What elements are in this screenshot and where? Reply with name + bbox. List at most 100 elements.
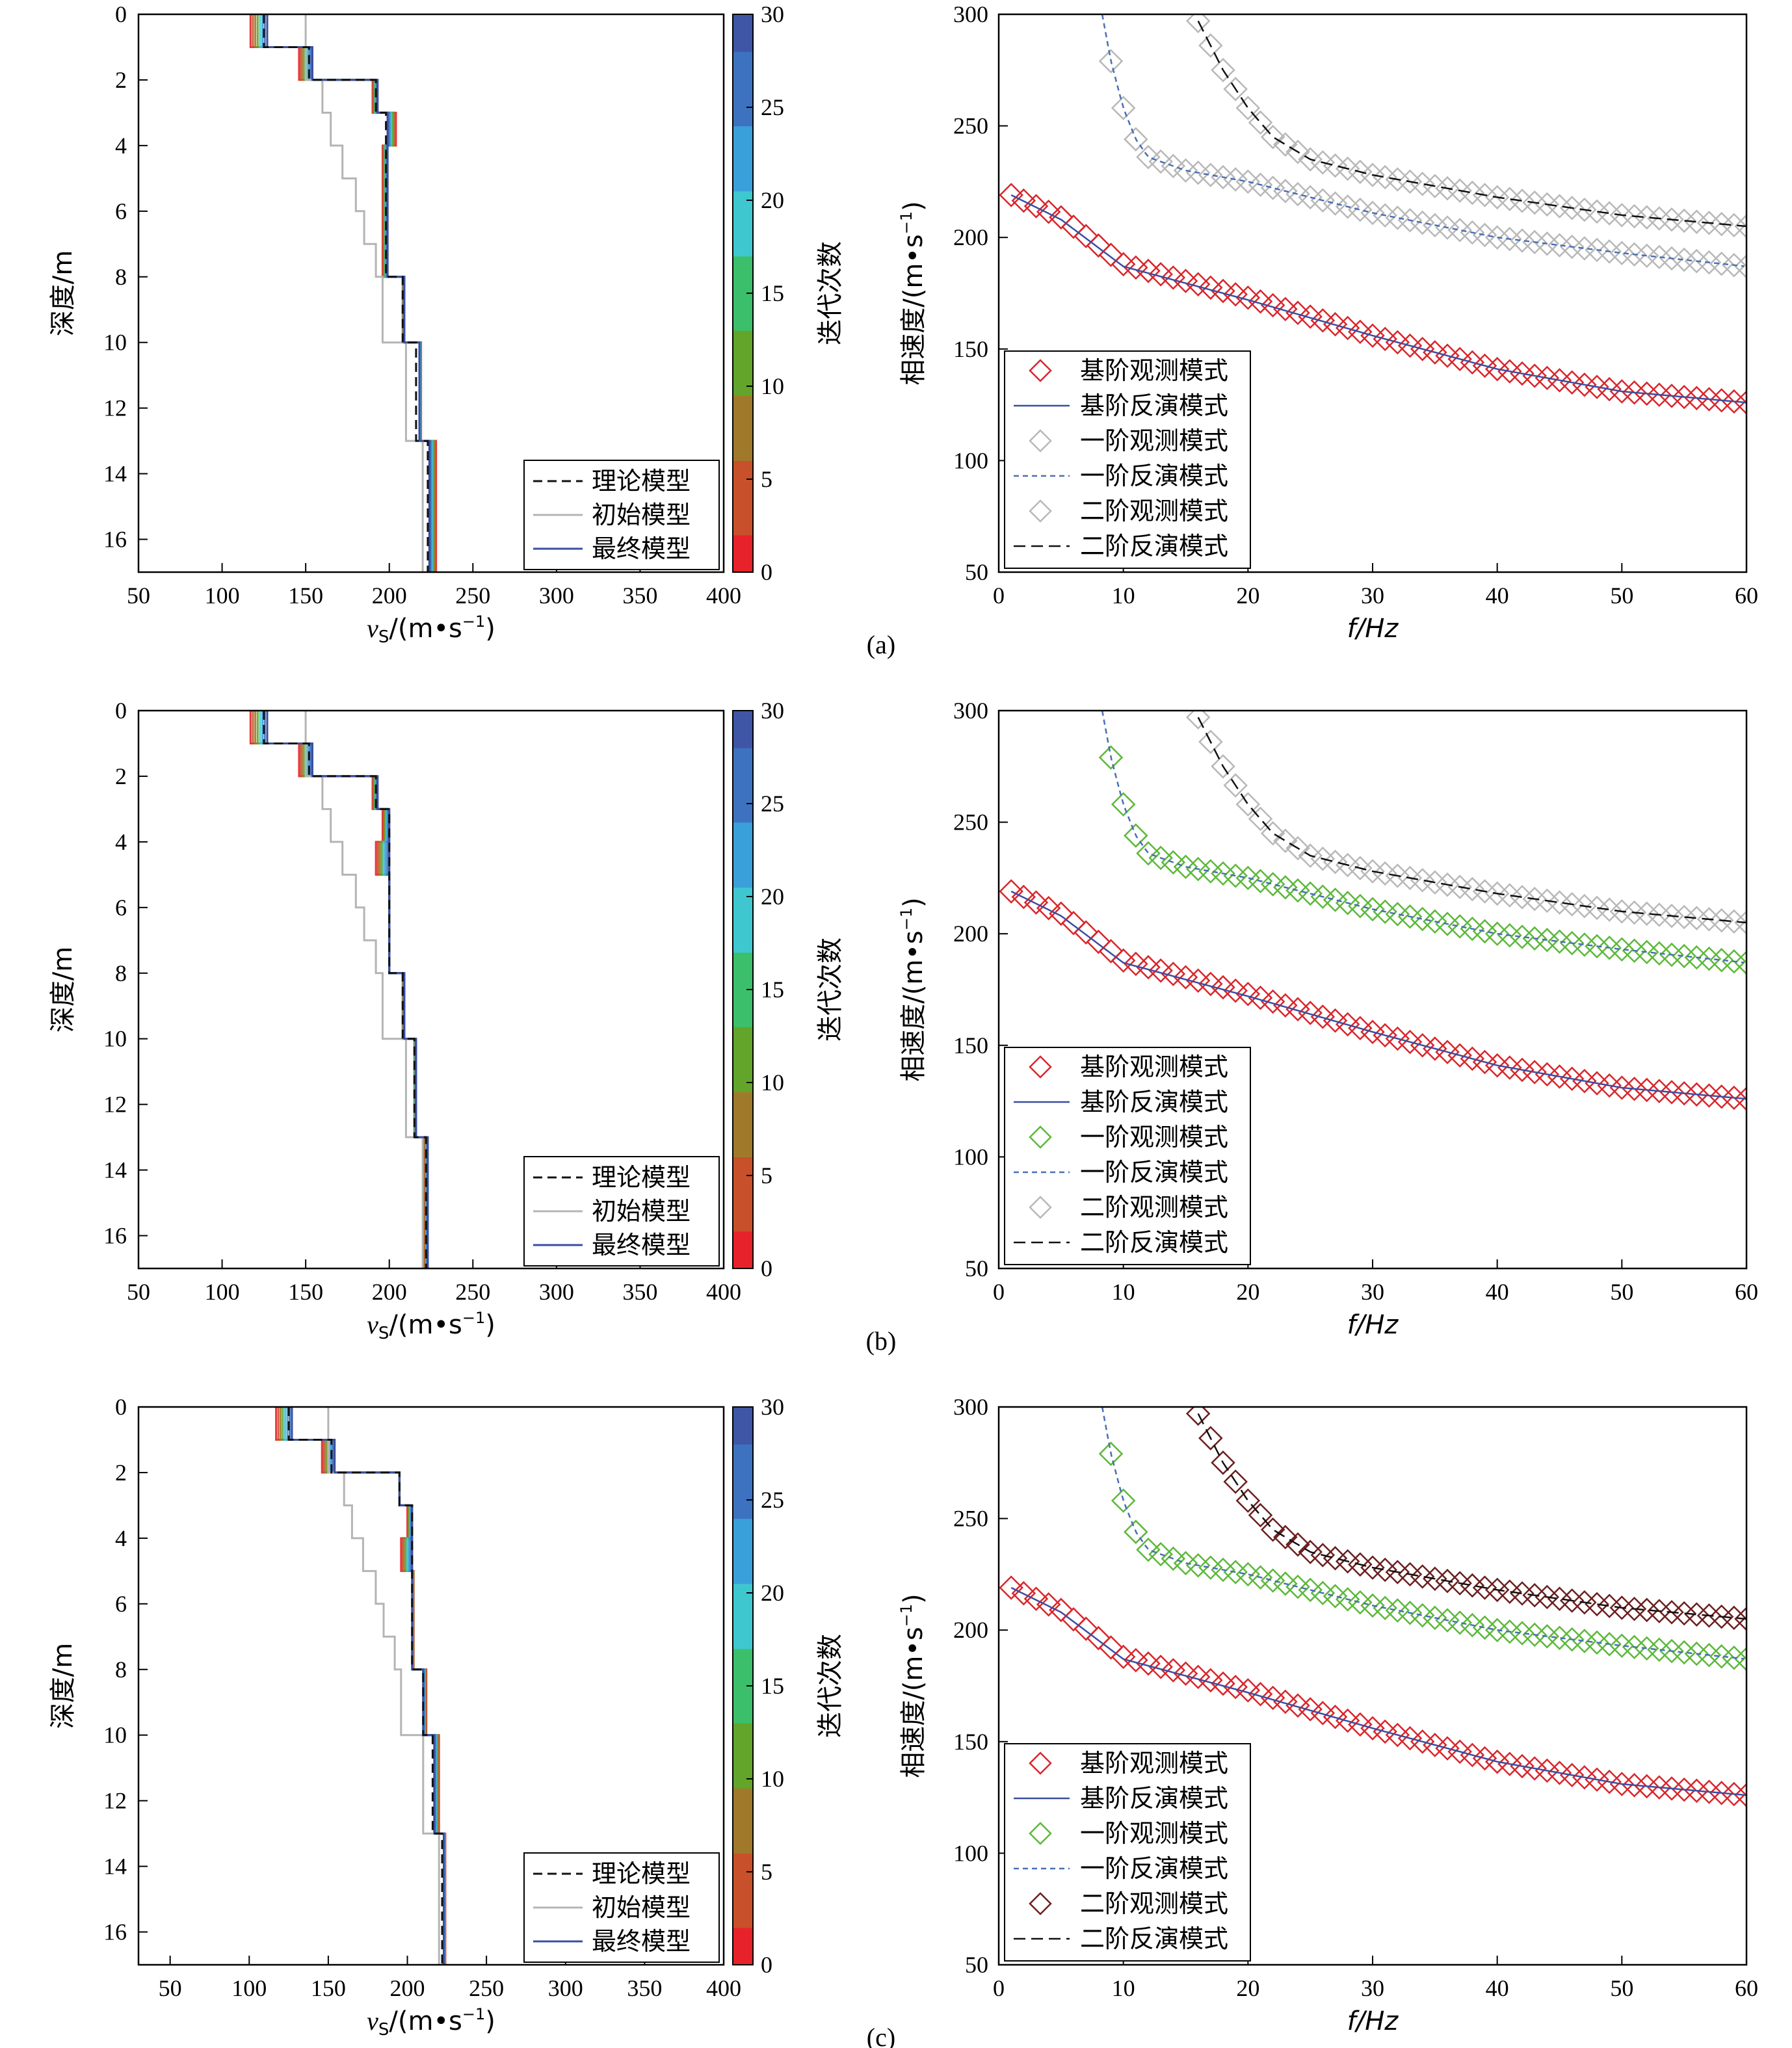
observed-marker [1198, 33, 1223, 58]
iteration-model-line [256, 14, 434, 572]
colorbar-tick-label: 0 [761, 1952, 772, 1978]
observed-marker [1734, 1647, 1746, 1672]
colorbar-segment [733, 1611, 753, 1621]
iteration-model-line [282, 1407, 446, 1965]
x-tick-label: 300 [539, 583, 574, 609]
colorbar-segment [733, 423, 753, 434]
colorbar: 0 5 10 15 20 25 30 迭代次数 [732, 1394, 845, 1978]
y-axis-label-main: 相速度/(m•s [899, 234, 929, 385]
colorbar-segment [733, 1825, 753, 1835]
x-tick-label: 30 [1361, 1975, 1384, 2001]
initial-model-line [304, 14, 424, 572]
x-tick-label: 50 [1610, 583, 1633, 609]
observed-marker [1285, 1693, 1310, 1718]
colorbar-segment [733, 246, 753, 257]
observed-marker [1273, 296, 1298, 322]
colorbar-tick-label: 5 [761, 1162, 772, 1188]
observed-marker [1111, 252, 1136, 277]
colorbar-segment [733, 1909, 753, 1919]
y-tick-label: 6 [115, 198, 127, 224]
x-tick-label: 30 [1361, 583, 1384, 609]
inverted-curve [1197, 716, 1746, 924]
colorbar-segment [733, 785, 753, 795]
x-axis-label: vS/(m•s−1) [367, 2005, 495, 2040]
observed-marker [1734, 1086, 1746, 1111]
observed-marker [1722, 389, 1746, 414]
x-axis-label-symbol: v [367, 1310, 378, 1339]
colorbar-segment [733, 497, 753, 508]
y-axis-label-close: ) [899, 201, 929, 211]
x-axis-label-unit: /(m•s [389, 2006, 462, 2036]
observed-marker [999, 879, 1023, 904]
colorbar-segment [733, 1027, 753, 1037]
colorbar-segment [733, 1695, 753, 1705]
theory-model-line [263, 14, 429, 572]
colorbar-segment [733, 1462, 753, 1473]
legend-label: 二阶观测模式 [1080, 497, 1228, 525]
observed-marker [1647, 382, 1672, 407]
colorbar-segment [733, 804, 753, 813]
observed-marker [1684, 1602, 1709, 1627]
colorbar-segment [733, 525, 753, 536]
legend-label: 基阶观测模式 [1080, 356, 1228, 385]
observed-marker [1696, 1779, 1722, 1804]
observed-marker [1211, 754, 1235, 779]
colorbar-segment [733, 1444, 753, 1454]
legend-swatch [1029, 1822, 1052, 1845]
y-tick-label: 200 [953, 921, 988, 947]
colorbar-segment [733, 906, 753, 916]
observed-marker [1323, 153, 1348, 178]
observed-marker [1696, 1603, 1722, 1628]
colorbar-tick-label: 25 [761, 1487, 784, 1513]
observed-marker [1111, 948, 1136, 973]
colorbar-segment [733, 766, 753, 776]
observed-marker [1659, 1080, 1684, 1105]
colorbar-segment [733, 265, 753, 275]
y-tick-label: 12 [103, 395, 127, 421]
colorbar-segment [733, 1797, 753, 1807]
legend-label: 理论模型 [592, 1859, 691, 1888]
legend-label: 初始模型 [592, 1197, 691, 1226]
colorbar-segment [733, 1203, 753, 1213]
subfigure-label: (a) [867, 630, 895, 659]
y-tick-label: 8 [115, 1657, 127, 1683]
y-tick-label: 300 [953, 1, 988, 27]
observed-marker [1248, 110, 1273, 135]
colorbar-segment [733, 1593, 753, 1603]
colorbar-segment [733, 1537, 753, 1547]
observed-marker [1223, 1469, 1248, 1494]
observed-marker [1310, 1701, 1336, 1726]
observed-marker [1722, 1781, 1746, 1807]
colorbar-segment [733, 321, 753, 331]
colorbar-tick-label: 15 [761, 280, 784, 306]
x-tick-label: 250 [469, 1975, 504, 2001]
observed-marker [1348, 1712, 1373, 1737]
colorbar-segment [733, 1788, 753, 1798]
y-tick-label: 50 [965, 1952, 988, 1978]
observed-marker [1696, 907, 1722, 932]
x-axis-label-superscript: −1 [462, 612, 485, 631]
colorbar-segment [733, 70, 753, 80]
iteration-model-line [284, 1407, 445, 1965]
y-tick-label: 50 [965, 559, 988, 585]
colorbar-segment [733, 116, 753, 127]
x-tick-label: 350 [622, 583, 657, 609]
iteration-model-line [291, 1407, 445, 1965]
y-tick-label: 10 [103, 330, 127, 356]
y-tick-label: 250 [953, 1506, 988, 1532]
colorbar-segment [733, 729, 753, 739]
colorbar-segment [733, 1185, 753, 1195]
colorbar-segment [733, 153, 753, 164]
x-tick-label: 20 [1236, 1279, 1259, 1305]
observed-marker [1260, 872, 1285, 897]
observed-marker [1609, 379, 1635, 404]
observed-marker [1609, 1772, 1635, 1796]
observed-marker [1023, 194, 1049, 218]
legend-label: 二阶反演模式 [1080, 1924, 1228, 1953]
colorbar-segment [733, 757, 753, 767]
colorbar-segment [733, 256, 753, 266]
legend-swatch [1029, 1055, 1052, 1079]
colorbar-tick-label: 30 [761, 1394, 784, 1420]
legend-label: 一阶观测模式 [1080, 1123, 1228, 1151]
observed-marker [1672, 904, 1696, 930]
